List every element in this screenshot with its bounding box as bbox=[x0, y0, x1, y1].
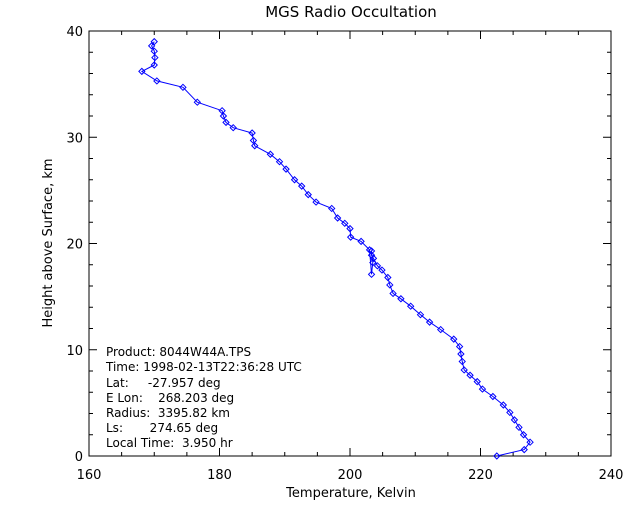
data-point bbox=[406, 302, 415, 310]
x-tick-label: 240 bbox=[599, 468, 624, 483]
x-tick-label: 180 bbox=[207, 468, 232, 483]
data-point bbox=[515, 423, 523, 432]
data-point bbox=[367, 270, 376, 279]
data-point bbox=[219, 112, 228, 120]
data-point bbox=[222, 118, 230, 127]
data-point bbox=[147, 42, 156, 50]
data-point bbox=[466, 371, 474, 379]
data-point bbox=[493, 452, 501, 460]
data-point bbox=[249, 136, 258, 145]
annotation-block: Product: 8044W44A.TPS Time: 1998-02-13T2… bbox=[105, 345, 302, 450]
data-point bbox=[365, 246, 374, 254]
annotation-ls: Ls: 274.65 deg bbox=[106, 421, 218, 435]
data-point bbox=[386, 281, 394, 289]
data-point bbox=[458, 357, 466, 366]
data-point bbox=[489, 392, 497, 401]
data-point bbox=[266, 150, 275, 158]
data-point bbox=[369, 254, 378, 263]
data-point bbox=[333, 214, 342, 222]
data-point bbox=[389, 289, 397, 298]
annotation-radius: Radius: 3395.82 km bbox=[106, 406, 230, 420]
data-point bbox=[150, 37, 158, 46]
data-point bbox=[473, 377, 481, 386]
data-point bbox=[425, 318, 434, 326]
data-point bbox=[298, 182, 306, 190]
data-point bbox=[251, 142, 259, 150]
y-tick-label: 40 bbox=[66, 25, 83, 40]
data-point bbox=[378, 266, 386, 274]
data-point bbox=[153, 77, 161, 85]
data-point bbox=[290, 176, 299, 184]
data-point bbox=[328, 204, 336, 213]
y-tick-labels: 0 10 20 30 40 bbox=[66, 25, 83, 465]
data-point bbox=[478, 385, 487, 393]
y-tick-label: 0 bbox=[75, 450, 83, 465]
data-point bbox=[218, 106, 226, 115]
x-axis-label: Temperature, Kelvin bbox=[285, 486, 416, 501]
x-tick-labels: 160 180 200 220 240 bbox=[77, 468, 624, 483]
annotation-elon: E Lon: 268.203 deg bbox=[106, 391, 234, 405]
data-point bbox=[455, 342, 464, 351]
y-tick-label: 10 bbox=[66, 344, 83, 359]
data-point bbox=[193, 98, 202, 106]
y-tick-label: 30 bbox=[66, 131, 83, 146]
data-point bbox=[312, 198, 320, 206]
data-point bbox=[499, 401, 508, 409]
data-point bbox=[341, 219, 349, 228]
data-point bbox=[346, 224, 354, 233]
data-point bbox=[450, 335, 458, 343]
data-point bbox=[229, 123, 237, 132]
data-point bbox=[510, 416, 519, 424]
x-tick-label: 200 bbox=[338, 468, 363, 483]
data-point bbox=[138, 67, 146, 76]
data-point bbox=[384, 273, 392, 282]
x-tick-label: 220 bbox=[468, 468, 493, 483]
data-point bbox=[151, 53, 159, 62]
x-tick-label: 160 bbox=[77, 468, 102, 483]
data-point bbox=[369, 258, 377, 267]
data-point bbox=[150, 47, 158, 55]
axis-ticks bbox=[88, 30, 612, 457]
y-tick-label: 20 bbox=[66, 238, 83, 253]
data-point bbox=[248, 129, 256, 137]
data-point bbox=[275, 157, 284, 166]
data-point bbox=[304, 190, 312, 199]
data-series bbox=[138, 37, 534, 460]
data-point bbox=[282, 165, 290, 173]
chart-title: MGS Radio Occultation bbox=[265, 3, 437, 21]
data-point bbox=[460, 366, 468, 374]
data-point bbox=[150, 61, 158, 69]
data-point bbox=[397, 295, 405, 303]
y-axis-label: Height above Surface, km bbox=[41, 158, 56, 327]
data-point bbox=[416, 310, 425, 319]
data-point bbox=[357, 237, 365, 246]
annotation-lat: Lat: -27.957 deg bbox=[106, 376, 221, 390]
data-point bbox=[520, 445, 528, 454]
annotation-product: Product: 8044W44A.TPS bbox=[106, 345, 251, 359]
data-point bbox=[436, 325, 445, 334]
data-point bbox=[373, 262, 382, 270]
data-point bbox=[367, 247, 376, 255]
data-point bbox=[367, 251, 376, 259]
annotation-time: Time: 1998-02-13T22:36:28 UTC bbox=[105, 360, 302, 374]
data-point bbox=[346, 233, 355, 241]
data-point bbox=[506, 408, 514, 417]
data-point bbox=[526, 438, 534, 446]
data-point bbox=[179, 83, 187, 92]
data-point bbox=[519, 431, 528, 439]
annotation-local-time: Local Time: 3.950 hr bbox=[106, 436, 233, 450]
data-point bbox=[457, 350, 465, 358]
